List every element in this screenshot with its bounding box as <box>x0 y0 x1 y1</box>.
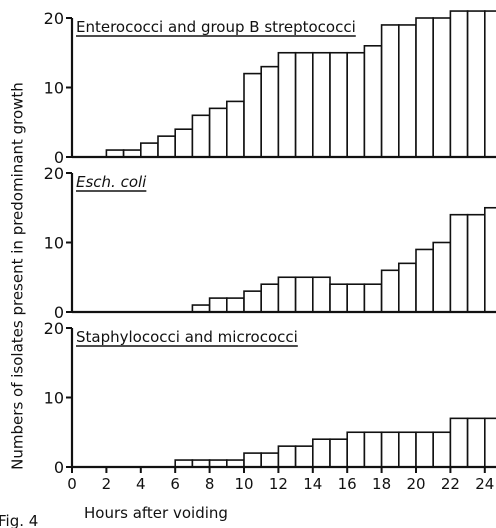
figure-label: Fig. 4 <box>0 512 38 528</box>
bar <box>397 24 417 158</box>
bar <box>432 241 452 313</box>
bar <box>466 213 486 313</box>
bar <box>243 452 263 468</box>
bar <box>483 417 496 468</box>
panel-1: 0 10 20 Enterococci and group B streptococc… <box>44 9 496 167</box>
bar <box>415 431 435 468</box>
bar <box>208 297 228 313</box>
x-tick-label: 0 <box>67 475 77 493</box>
x-tick-label: 22 <box>441 475 460 493</box>
y-tick-label: 20 <box>44 319 64 338</box>
panel-3: 0 10 20 Staphylococci and micrococci <box>44 319 496 477</box>
bar <box>449 417 469 468</box>
bar <box>432 431 452 468</box>
y-axis-title-group: Numbers of isolates present in predomina… <box>9 82 27 470</box>
y-tick-label: 10 <box>44 389 64 408</box>
bar <box>466 417 486 468</box>
bar <box>346 431 366 468</box>
bar <box>380 269 400 313</box>
bar <box>397 262 417 313</box>
bar <box>363 431 383 468</box>
x-tick-label: 2 <box>102 475 112 493</box>
bar <box>415 17 435 158</box>
x-axis: 0 2 4 6 8 10 12 14 16 18 20 22 24 <box>67 467 494 493</box>
bar <box>329 438 349 468</box>
bar <box>380 24 400 158</box>
bar <box>208 107 228 158</box>
bar <box>449 213 469 313</box>
x-tick-label: 20 <box>406 475 425 493</box>
bar <box>483 206 496 313</box>
bar <box>466 10 486 158</box>
bar <box>243 290 263 313</box>
y-tick-label: 20 <box>44 9 64 28</box>
bar <box>140 142 159 158</box>
bar <box>380 431 400 468</box>
panel-title: Enterococci and group B streptococci <box>76 18 356 36</box>
bar <box>329 283 349 313</box>
x-axis-title: Hours after voiding <box>84 504 228 522</box>
x-tick-label: 8 <box>205 475 215 493</box>
panel-title: Staphylococci and micrococci <box>76 328 298 346</box>
bar <box>174 128 194 158</box>
bar <box>363 283 383 313</box>
x-tick-label: 12 <box>269 475 288 493</box>
x-tick-label: 16 <box>338 475 357 493</box>
bar <box>311 438 331 468</box>
bar <box>311 51 331 158</box>
y-tick-label: 10 <box>44 79 64 98</box>
y-tick-label: 10 <box>44 234 64 253</box>
bar <box>432 17 452 158</box>
bar <box>277 445 297 468</box>
bar <box>157 135 177 158</box>
bar <box>294 445 314 468</box>
y-axis-title: Numbers of isolates present in predomina… <box>9 82 27 470</box>
bar <box>363 44 383 158</box>
bar <box>243 72 263 158</box>
bar <box>277 276 297 313</box>
x-tick-label: 14 <box>303 475 322 493</box>
y-tick-label: 0 <box>54 148 64 167</box>
x-tick-label: 4 <box>136 475 146 493</box>
panel-2: 0 10 20 Esch. coli <box>44 164 496 322</box>
x-tick-label: 10 <box>234 475 253 493</box>
bar <box>346 283 366 313</box>
y-tick-label: 0 <box>54 458 64 477</box>
bar <box>311 276 331 313</box>
x-tick-label: 6 <box>170 475 180 493</box>
chart-panels: 0 10 20 Enterococci and group B streptococc… <box>44 9 496 477</box>
bar <box>329 51 349 158</box>
bar <box>226 100 245 158</box>
bar <box>415 248 435 313</box>
bar <box>346 51 366 158</box>
y-tick-label: 0 <box>54 303 64 322</box>
bar <box>191 114 211 158</box>
x-tick-label: 18 <box>372 475 391 493</box>
bar <box>483 10 496 158</box>
x-tick-label: 24 <box>475 475 494 493</box>
bar <box>294 276 314 313</box>
bar <box>449 10 469 158</box>
bar <box>397 431 417 468</box>
bar <box>294 51 314 158</box>
panel-title: Esch. coli <box>76 173 147 191</box>
y-tick-label: 20 <box>44 164 64 183</box>
bar <box>260 452 280 468</box>
bar <box>260 65 280 158</box>
bar <box>260 283 280 313</box>
bar <box>226 297 245 313</box>
bar <box>277 51 297 158</box>
